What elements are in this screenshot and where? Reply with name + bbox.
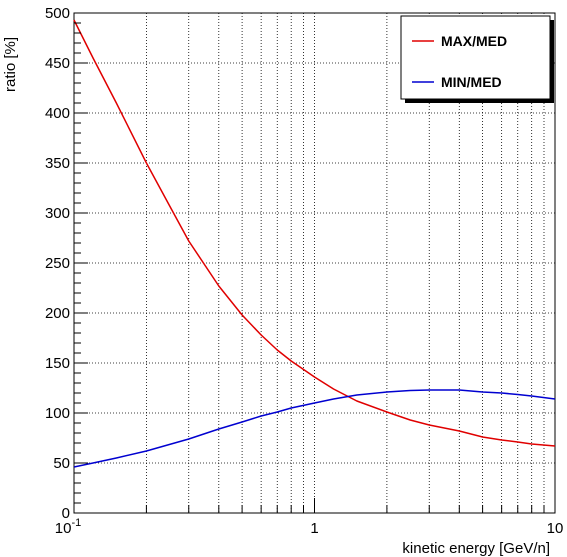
x-tick-label: 1 [310,520,318,537]
y-tick-label: 400 [45,105,70,122]
series-lines [73,19,556,468]
x-tick-label: 10-1 [55,517,81,537]
legend-label-min-med: MIN/MED [441,74,502,90]
x-tick-label: 10 [547,520,564,537]
legend-label-max-med: MAX/MED [441,33,507,49]
y-tick-label: 250 [45,255,70,272]
y-axis-title: ratio [%] [2,37,19,92]
series-line-min-med [73,389,556,468]
series-line-max-med [73,19,556,447]
y-tick-label: 50 [53,455,70,472]
y-tick-label: 450 [45,55,70,72]
y-tick-label: 0 [62,505,70,522]
y-tick-label: 350 [45,155,70,172]
ticks [73,12,556,514]
y-tick-label: 150 [45,355,70,372]
x-axis-title: kinetic energy [GeV/n] [402,540,550,557]
tick-labels: 0 50 100 150 200 250 300 350 400 450 500 10-1 1 10 [45,5,563,537]
legend: MAX/MED MIN/MED [400,15,554,103]
grid [74,13,555,513]
legend-box [400,15,551,100]
y-tick-label: 100 [45,405,70,422]
y-tick-label: 300 [45,205,70,222]
y-tick-label: 500 [45,5,70,22]
y-tick-label: 200 [45,305,70,322]
